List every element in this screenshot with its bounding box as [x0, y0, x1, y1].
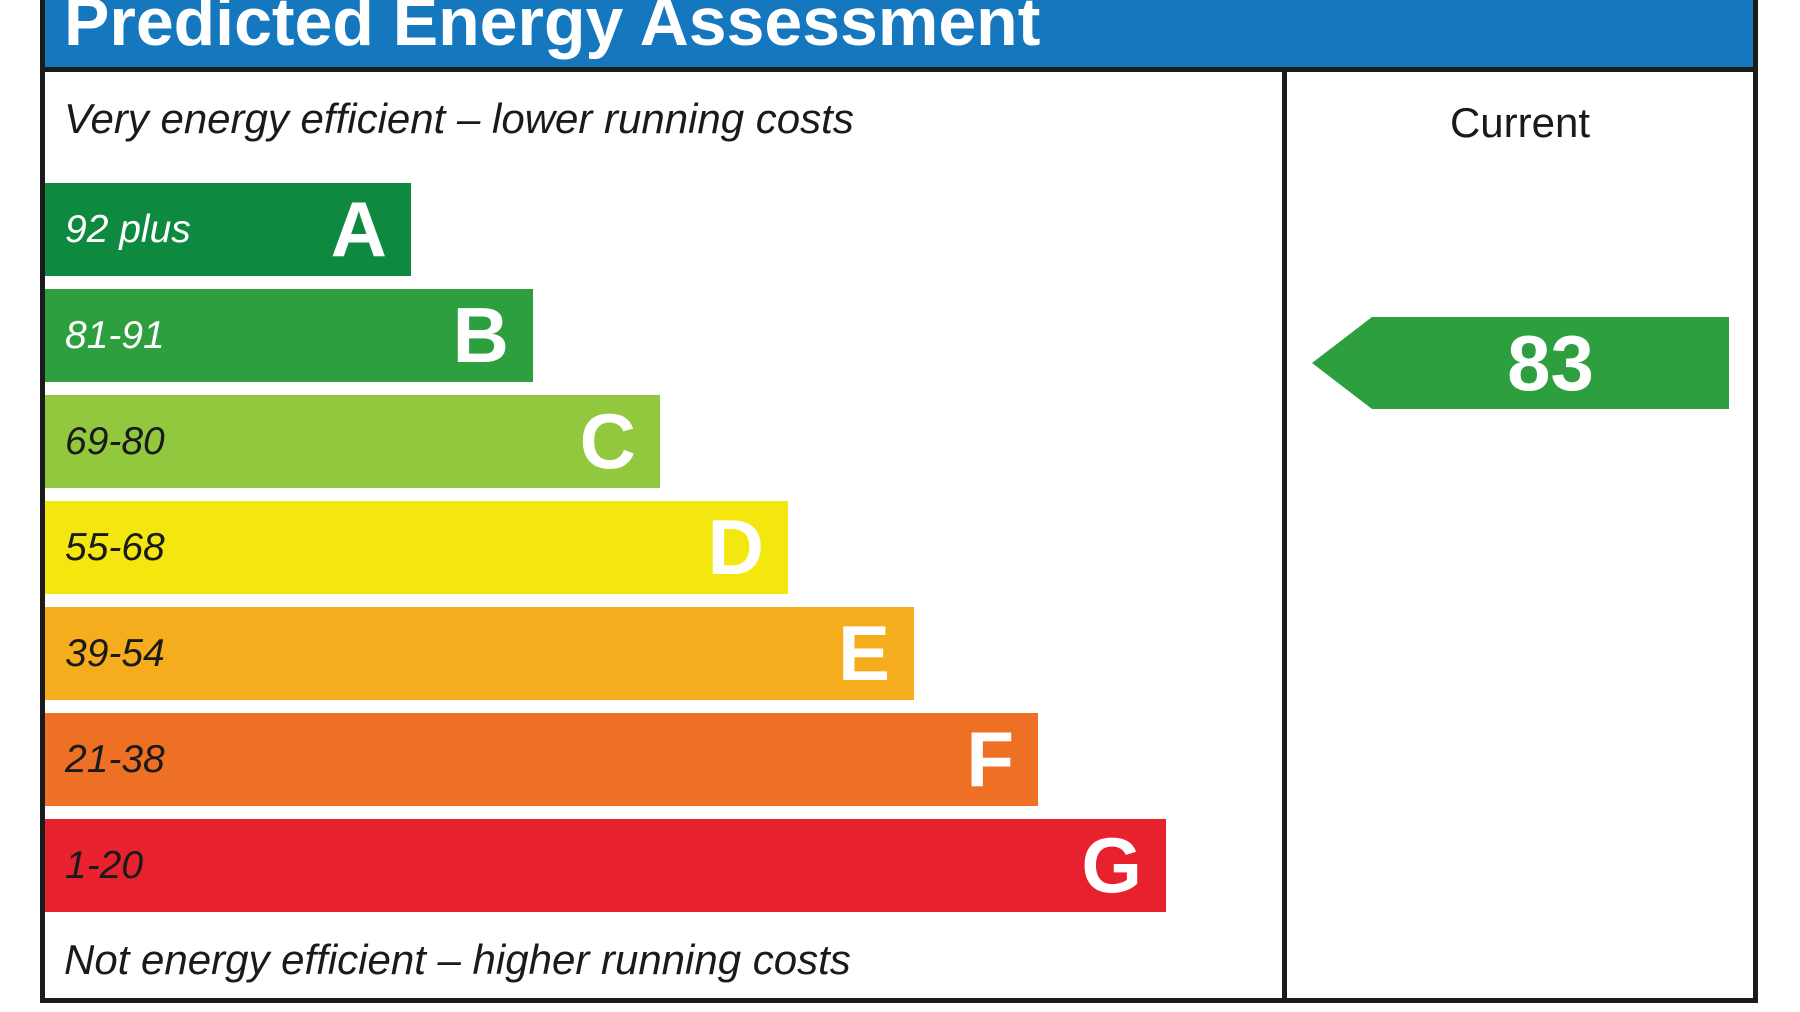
page-title: Predicted Energy Assessment: [64, 0, 1041, 60]
band-range-a: 92 plus: [65, 208, 191, 251]
band-range-d: 55-68: [65, 526, 165, 569]
caption-not-efficient: Not energy efficient – higher running co…: [64, 936, 851, 983]
band-row-d: 55-68 D: [45, 501, 1282, 594]
epc-header: Predicted Energy Assessment: [45, 0, 1753, 72]
band-letter-g: G: [1081, 821, 1142, 909]
band-bar-e: 39-54 E: [45, 607, 914, 700]
band-bar-a: 92 plus A: [45, 183, 411, 276]
band-row-f: 21-38 F: [45, 713, 1282, 806]
band-row-g: 1-20 G: [45, 819, 1282, 912]
band-letter-b: B: [452, 291, 509, 379]
column-divider: [1282, 72, 1287, 998]
band-range-g: 1-20: [65, 844, 144, 887]
caption-very-efficient: Very energy efficient – lower running co…: [64, 95, 854, 142]
band-letter-f: F: [966, 715, 1014, 803]
band-range-f: 21-38: [65, 738, 165, 781]
epc-content: Very energy efficient – lower running co…: [45, 72, 1753, 998]
band-letter-c: C: [579, 397, 636, 485]
current-rating-arrow: 83: [1312, 317, 1729, 409]
band-bar-d: 55-68 D: [45, 501, 788, 594]
band-bar-c: 69-80 C: [45, 395, 660, 488]
current-rating-value: 83: [1507, 319, 1594, 407]
band-bar-f: 21-38 F: [45, 713, 1038, 806]
band-range-c: 69-80: [65, 420, 165, 463]
band-range-e: 39-54: [65, 632, 165, 675]
band-letter-a: A: [330, 185, 387, 273]
band-letter-d: D: [707, 503, 764, 591]
band-row-e: 39-54 E: [45, 607, 1282, 700]
band-row-b: 81-91 B: [45, 289, 1282, 382]
band-range-b: 81-91: [65, 314, 165, 357]
band-bar-b: 81-91 B: [45, 289, 533, 382]
current-column-header: Current: [1449, 99, 1591, 146]
band-bar-g: 1-20 G: [45, 819, 1166, 912]
band-row-a: 92 plus A: [45, 183, 1282, 276]
epc-box: Predicted Energy Assessment Very energy …: [40, 0, 1758, 1003]
band-row-c: 69-80 C: [45, 395, 1282, 488]
band-letter-e: E: [837, 609, 890, 697]
